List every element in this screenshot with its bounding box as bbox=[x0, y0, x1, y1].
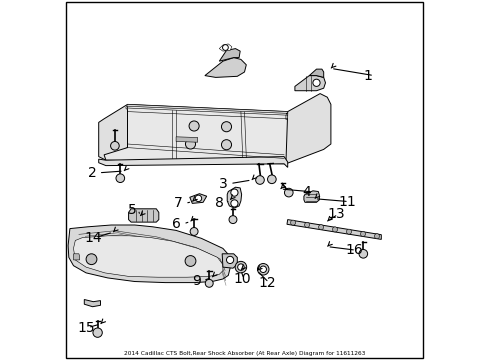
Text: 6: 6 bbox=[172, 217, 181, 231]
Circle shape bbox=[116, 174, 124, 183]
Circle shape bbox=[185, 139, 195, 149]
Circle shape bbox=[290, 220, 295, 225]
Text: 16: 16 bbox=[345, 243, 362, 257]
Circle shape bbox=[93, 328, 102, 337]
Text: 5: 5 bbox=[127, 203, 136, 216]
Circle shape bbox=[255, 176, 264, 184]
Circle shape bbox=[257, 264, 268, 275]
Text: 12: 12 bbox=[258, 276, 275, 289]
Text: 4: 4 bbox=[302, 185, 310, 199]
Circle shape bbox=[358, 249, 367, 258]
Text: 3: 3 bbox=[219, 177, 227, 190]
Circle shape bbox=[284, 188, 292, 197]
Polygon shape bbox=[99, 104, 127, 160]
Polygon shape bbox=[294, 76, 325, 91]
Polygon shape bbox=[284, 94, 330, 164]
Circle shape bbox=[190, 228, 198, 235]
Text: 11: 11 bbox=[337, 195, 355, 208]
Circle shape bbox=[205, 279, 213, 287]
Polygon shape bbox=[219, 49, 240, 61]
Polygon shape bbox=[128, 209, 159, 222]
Circle shape bbox=[228, 216, 237, 224]
Circle shape bbox=[360, 231, 365, 237]
Polygon shape bbox=[189, 194, 206, 203]
Circle shape bbox=[86, 254, 97, 265]
Text: 2014 Cadillac CTS Bolt,Rear Shock Absorber (At Rear Axle) Diagram for 11611263: 2014 Cadillac CTS Bolt,Rear Shock Absorb… bbox=[123, 351, 365, 356]
Circle shape bbox=[267, 175, 276, 184]
Polygon shape bbox=[104, 104, 287, 164]
Polygon shape bbox=[68, 225, 230, 283]
Text: 8: 8 bbox=[215, 197, 224, 210]
Circle shape bbox=[304, 222, 309, 228]
Polygon shape bbox=[286, 220, 381, 239]
Polygon shape bbox=[73, 236, 223, 277]
Text: 7: 7 bbox=[174, 197, 183, 210]
Polygon shape bbox=[303, 191, 319, 202]
Text: 15: 15 bbox=[77, 321, 95, 334]
Text: 13: 13 bbox=[326, 207, 344, 221]
Circle shape bbox=[237, 264, 244, 270]
Text: 14: 14 bbox=[84, 231, 102, 244]
Polygon shape bbox=[99, 157, 287, 167]
Text: 1: 1 bbox=[363, 69, 371, 82]
Polygon shape bbox=[222, 254, 237, 268]
Text: 2: 2 bbox=[88, 166, 97, 180]
Circle shape bbox=[230, 200, 238, 207]
Polygon shape bbox=[309, 69, 323, 77]
Polygon shape bbox=[204, 58, 246, 77]
Circle shape bbox=[195, 195, 201, 202]
Polygon shape bbox=[125, 104, 287, 120]
Circle shape bbox=[189, 121, 199, 131]
Polygon shape bbox=[176, 137, 197, 142]
Circle shape bbox=[185, 256, 196, 266]
Polygon shape bbox=[84, 300, 101, 307]
Text: 10: 10 bbox=[232, 272, 250, 286]
Circle shape bbox=[374, 234, 379, 239]
Circle shape bbox=[346, 229, 351, 234]
Circle shape bbox=[110, 141, 119, 150]
Polygon shape bbox=[227, 187, 241, 208]
Circle shape bbox=[230, 189, 238, 196]
Circle shape bbox=[332, 227, 337, 232]
Circle shape bbox=[312, 79, 320, 86]
Circle shape bbox=[226, 256, 233, 264]
Polygon shape bbox=[73, 254, 80, 260]
Circle shape bbox=[260, 266, 266, 273]
Circle shape bbox=[221, 122, 231, 132]
Circle shape bbox=[222, 45, 228, 50]
Circle shape bbox=[318, 225, 323, 230]
Text: 9: 9 bbox=[192, 274, 201, 288]
Circle shape bbox=[221, 140, 231, 150]
Polygon shape bbox=[219, 44, 231, 51]
Circle shape bbox=[235, 261, 246, 273]
